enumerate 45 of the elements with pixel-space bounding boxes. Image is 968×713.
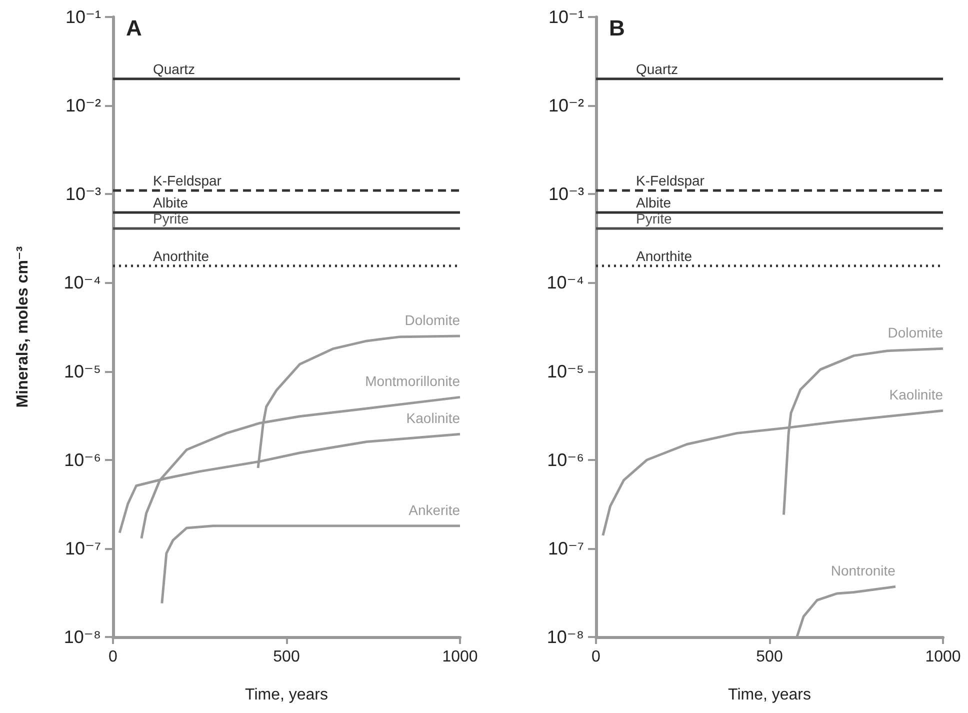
- series-label: K-Feldspar: [636, 172, 705, 188]
- chart-title: A: [126, 16, 142, 40]
- y-tick-label: 10⁻³: [65, 184, 101, 204]
- x-axis-title: Time, years: [245, 686, 328, 704]
- series-label: K-Feldspar: [153, 172, 222, 188]
- series-label: Quartz: [636, 60, 678, 77]
- series-label: Albite: [153, 194, 188, 211]
- y-tick-label: 10⁻⁵: [64, 361, 101, 382]
- y-tick-label: 10⁻⁵: [547, 361, 584, 382]
- chart-title: B: [609, 16, 625, 40]
- y-tick-label: 10⁻⁸: [64, 627, 101, 647]
- x-tick-label: 1000: [442, 648, 478, 666]
- x-tick-label: 500: [756, 648, 783, 666]
- series-label: Pyrite: [636, 210, 672, 226]
- series-label: Kaolinite: [889, 386, 944, 403]
- line-series: [160, 524, 462, 605]
- series-label: Montmorillonite: [365, 373, 460, 390]
- series-label: Nontronite: [830, 562, 896, 579]
- y-axis-title: Minerals, moles cm⁻³: [14, 246, 32, 408]
- y-tick-label: 10⁻²: [548, 96, 584, 116]
- series-label: Dolomite: [404, 312, 460, 328]
- x-tick-label: 1000: [925, 648, 961, 666]
- y-tick-label: 10⁻⁸: [546, 627, 584, 647]
- y-tick-label: 10⁻¹: [548, 7, 584, 27]
- series-label: Anorthite: [636, 248, 692, 264]
- y-tick-label: 10⁻⁶: [547, 450, 584, 470]
- y-tick-label: 10⁻⁷: [64, 538, 101, 558]
- series-label: Pyrite: [153, 210, 189, 226]
- y-tick-label: 10⁻²: [65, 96, 101, 116]
- y-tick-label: 10⁻³: [548, 184, 584, 204]
- series-label: Anorthite: [153, 248, 210, 264]
- series-label: Ankerite: [408, 502, 460, 518]
- x-tick-label: 500: [273, 648, 300, 666]
- y-tick-label: 10⁻⁶: [64, 450, 101, 470]
- x-tick-label: 0: [108, 648, 118, 666]
- y-tick-label: 10⁻⁷: [548, 538, 584, 558]
- series-label: Kaolinite: [406, 410, 460, 426]
- y-tick-label: 10⁻¹: [65, 7, 101, 27]
- series-label: Quartz: [153, 60, 196, 77]
- x-axis-title: Time, years: [728, 686, 811, 704]
- y-tick-label: 10⁻⁴: [64, 272, 101, 293]
- series-label: Albite: [636, 194, 672, 211]
- y-tick-label: 10⁻⁴: [546, 272, 584, 293]
- x-tick-label: 0: [592, 648, 601, 666]
- series-label: Dolomite: [888, 324, 944, 341]
